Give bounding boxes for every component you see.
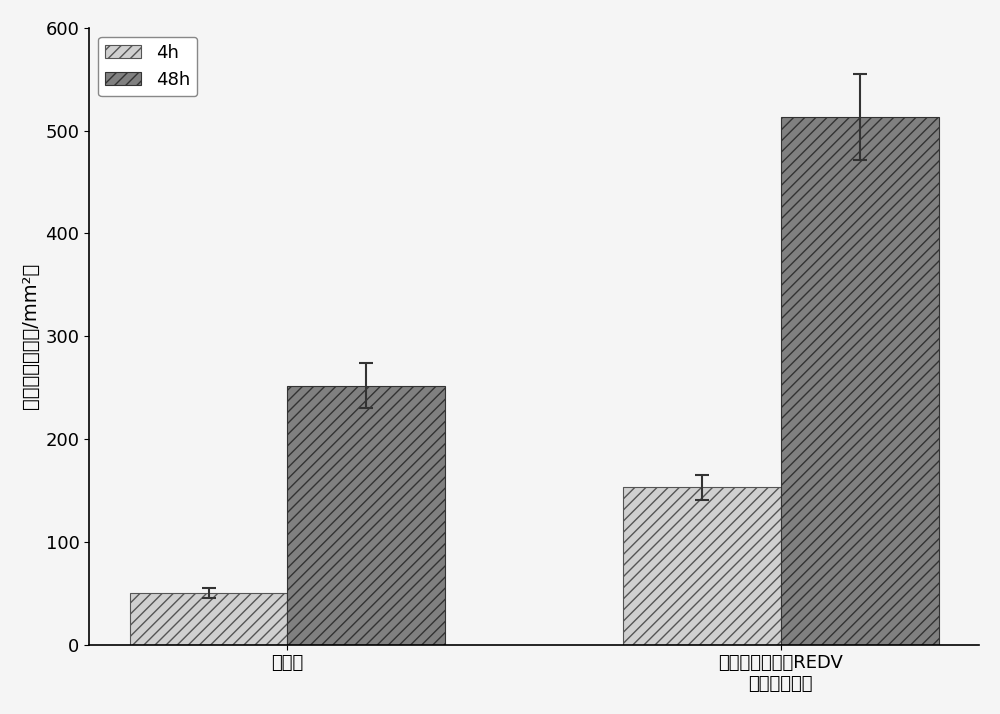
Y-axis label: 细胞粘附量（个/mm²）: 细胞粘附量（个/mm²） (21, 263, 40, 409)
Bar (130, 593, 287, 645)
Legend: 4h, 48h: 4h, 48h (98, 37, 197, 96)
Bar (623, 488, 781, 645)
Bar (287, 386, 445, 645)
Bar (781, 117, 939, 645)
